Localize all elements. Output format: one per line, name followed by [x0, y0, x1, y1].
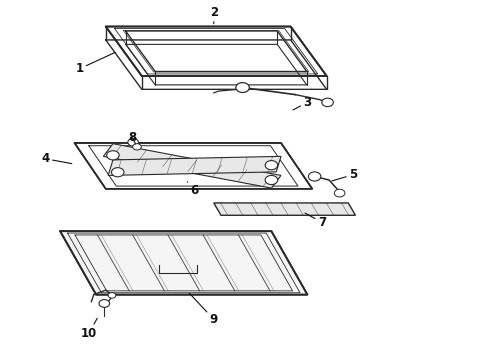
Circle shape — [322, 98, 333, 107]
Polygon shape — [103, 144, 281, 188]
Polygon shape — [214, 203, 355, 215]
Circle shape — [107, 151, 119, 160]
Circle shape — [112, 168, 124, 177]
Text: 2: 2 — [210, 6, 218, 24]
Polygon shape — [106, 27, 327, 76]
Circle shape — [99, 300, 110, 307]
Circle shape — [265, 175, 278, 185]
Polygon shape — [108, 156, 281, 175]
Text: 10: 10 — [81, 318, 97, 340]
Text: 4: 4 — [42, 152, 72, 165]
Circle shape — [128, 138, 138, 146]
Polygon shape — [60, 231, 307, 294]
Circle shape — [308, 172, 321, 181]
Circle shape — [108, 293, 116, 298]
Text: 5: 5 — [332, 168, 357, 181]
Text: 7: 7 — [305, 213, 326, 229]
Circle shape — [265, 161, 278, 170]
Text: 1: 1 — [75, 53, 115, 75]
Text: 6: 6 — [187, 182, 199, 197]
Polygon shape — [74, 143, 312, 189]
Text: 3: 3 — [293, 96, 312, 110]
Circle shape — [133, 144, 141, 150]
Circle shape — [334, 189, 345, 197]
Text: 9: 9 — [189, 293, 218, 326]
Text: 8: 8 — [128, 131, 136, 144]
Circle shape — [236, 83, 249, 93]
